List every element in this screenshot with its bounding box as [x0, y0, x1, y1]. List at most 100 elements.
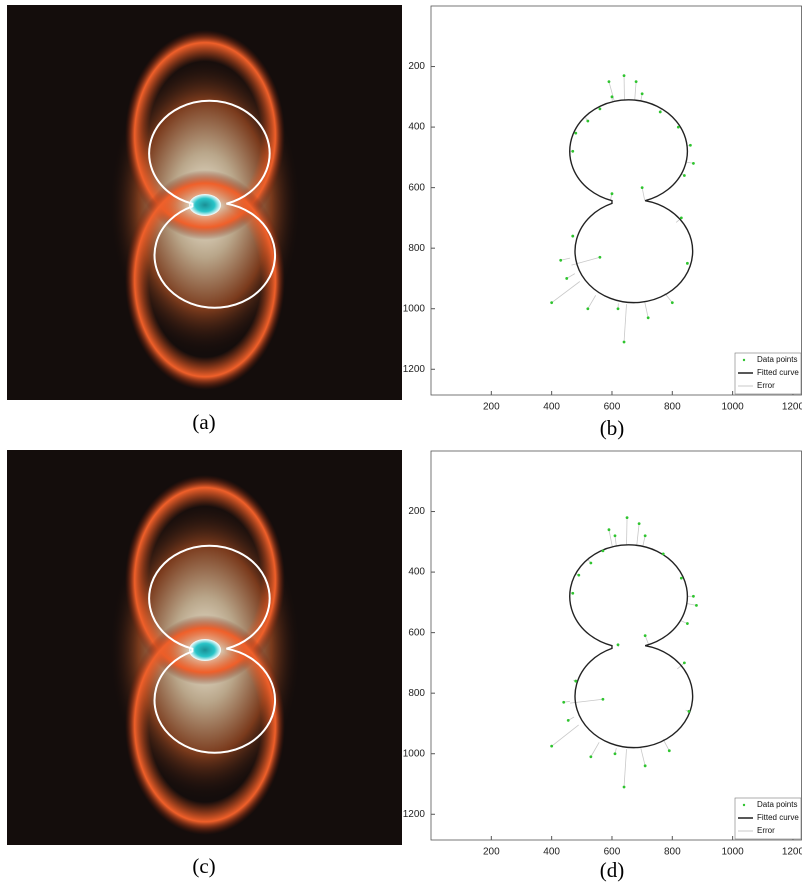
- curve: [570, 100, 693, 303]
- plot: 200 400 600 800 1000 1200 200 400 600 800 1000 1200…: [403, 5, 802, 413]
- y-tick-label: 400: [408, 567, 425, 578]
- legend-symbol: [742, 358, 746, 362]
- error-line: [566, 273, 576, 279]
- data-point: [685, 622, 689, 625]
- error-line: [644, 635, 650, 645]
- error-line: [614, 535, 617, 547]
- data-point: [658, 110, 662, 114]
- x-tick-label: 600: [604, 402, 621, 413]
- data-point: [601, 697, 605, 701]
- data-point: [682, 661, 686, 665]
- data-point: [692, 594, 695, 598]
- data-point: [679, 216, 683, 220]
- data-point: [610, 192, 614, 196]
- caption: (d): [600, 858, 625, 882]
- y-tick-label: 200: [408, 506, 425, 517]
- data-point: [622, 785, 626, 789]
- y-tick-label: 800: [408, 688, 425, 699]
- data-point: [589, 561, 593, 565]
- eye: [189, 639, 221, 661]
- fitted-curve: [149, 546, 275, 753]
- x-tick-label: 200: [483, 402, 500, 413]
- data-point: [574, 679, 578, 683]
- data-point: [687, 709, 691, 713]
- caption: (a): [192, 410, 215, 434]
- data-point: [646, 316, 650, 320]
- axes-box: [430, 5, 802, 396]
- data-point: [688, 143, 692, 147]
- data-point: [598, 255, 602, 259]
- error-line: [623, 304, 627, 343]
- x-tick-label: 400: [543, 402, 560, 413]
- data-point: [589, 755, 593, 759]
- error-line: [551, 724, 579, 747]
- error-line: [551, 281, 581, 303]
- data-point: [601, 549, 605, 553]
- legend-label: Error: [757, 381, 775, 390]
- data-point: [574, 131, 578, 135]
- data-point: [622, 74, 626, 78]
- axes-box: [430, 450, 802, 841]
- caption: (b): [600, 416, 625, 440]
- caption: (c): [192, 854, 215, 878]
- data-point: [571, 149, 575, 153]
- x-tick-label: 400: [543, 847, 560, 858]
- data-point: [586, 307, 590, 311]
- legend-symbol: [742, 803, 746, 807]
- legend-label: Fitted curve: [757, 813, 799, 822]
- data-point: [562, 700, 566, 704]
- data-point: [598, 107, 602, 111]
- curve: [149, 546, 275, 753]
- y-tick-label: 1000: [403, 303, 426, 314]
- y-tick-label: 400: [408, 122, 425, 133]
- error-line: [636, 523, 640, 546]
- curve: [570, 545, 693, 748]
- data-point: [550, 301, 554, 305]
- curve: [149, 101, 275, 308]
- error-line: [587, 295, 597, 309]
- x-tick-label: 200: [483, 847, 500, 858]
- data-point: [685, 261, 689, 265]
- data-point: [622, 340, 626, 344]
- data-point: [616, 307, 620, 311]
- data-point: [643, 634, 647, 638]
- y-tick-label: 1200: [403, 364, 426, 375]
- y-tick-label: 600: [408, 627, 425, 638]
- data-point: [566, 719, 570, 722]
- x-tick-label: 1200: [782, 847, 802, 858]
- data-point: [695, 603, 698, 607]
- legend-label: Error: [757, 826, 775, 835]
- data-point: [616, 643, 620, 647]
- data-point: [640, 186, 644, 190]
- data-point: [565, 277, 569, 280]
- error-line: [560, 257, 571, 261]
- data-point: [692, 162, 695, 165]
- error-line: [634, 81, 637, 101]
- data-point: [679, 576, 683, 580]
- nebula-image: [7, 450, 402, 845]
- y-tick-label: 600: [408, 182, 425, 193]
- x-tick-label: 600: [604, 847, 621, 858]
- error-line: [642, 535, 646, 547]
- data-point: [643, 534, 647, 538]
- x-tick-label: 1000: [722, 402, 745, 413]
- fitted-curve: [570, 545, 693, 748]
- fitted-curve: [570, 100, 693, 303]
- x-tick-label: 800: [664, 847, 681, 858]
- x-tick-label: 1000: [722, 847, 745, 858]
- data-point: [682, 174, 686, 177]
- error-line: [590, 742, 600, 757]
- error-line: [608, 81, 615, 102]
- data-point: [643, 764, 647, 768]
- data-point: [571, 591, 575, 595]
- error-line: [623, 749, 627, 788]
- x-tick-label: 1200: [782, 402, 802, 413]
- y-tick-label: 1200: [403, 809, 426, 820]
- data-point: [667, 749, 671, 753]
- eye: [189, 194, 221, 216]
- x-tick-label: 800: [664, 402, 681, 413]
- error-line: [686, 603, 697, 606]
- error-line: [640, 747, 646, 766]
- data-point: [613, 752, 617, 756]
